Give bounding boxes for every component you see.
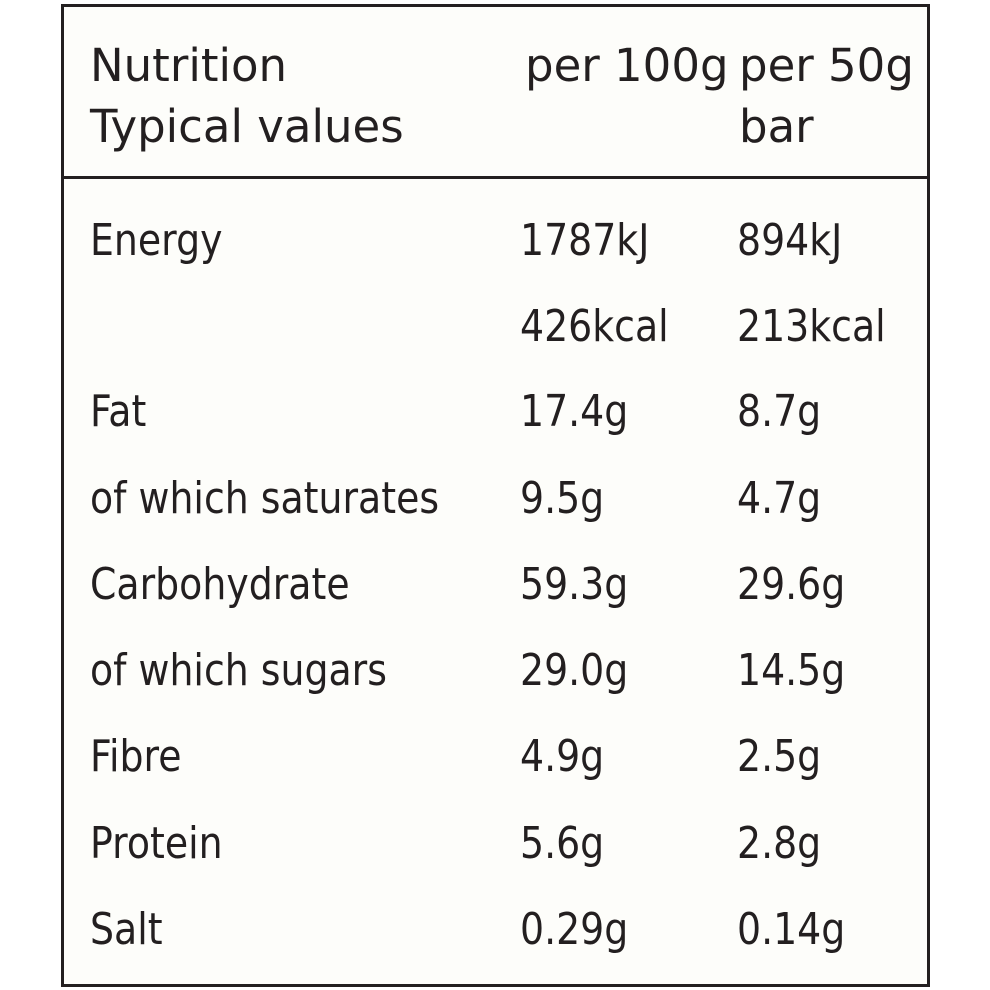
row-per50g: 213kcal — [737, 301, 886, 352]
row-per50g: 8.7g — [737, 386, 822, 437]
row-per50g: 2.5g — [737, 731, 822, 782]
row-label: Energy — [90, 215, 223, 266]
header-title-line2: Typical values — [90, 100, 404, 153]
row-per100g: 1787kJ — [520, 215, 650, 266]
row-per50g: 894kJ — [737, 215, 843, 266]
row-per100g: 4.9g — [520, 731, 605, 782]
row-label: Protein — [90, 818, 223, 869]
row-per100g: 17.4g — [520, 386, 629, 437]
row-per100g: 426kcal — [520, 301, 669, 352]
header-col-per100g: per 100g — [525, 39, 729, 92]
row-label: Salt — [90, 904, 163, 955]
row-per50g: 2.8g — [737, 818, 822, 869]
row-per100g: 5.6g — [520, 818, 605, 869]
row-label: Carbohydrate — [90, 559, 350, 610]
row-per100g: 29.0g — [520, 645, 629, 696]
row-label: of which saturates — [90, 473, 440, 524]
row-per100g: 59.3g — [520, 559, 629, 610]
header-title-line1: Nutrition — [90, 39, 288, 92]
header-col-per50g-line2: bar — [739, 100, 814, 153]
row-per50g: 0.14g — [737, 904, 846, 955]
row-per50g: 14.5g — [737, 645, 846, 696]
row-label: of which sugars — [90, 645, 387, 696]
row-per100g: 9.5g — [520, 473, 605, 524]
table-header: Nutrition Typical values per 100g per 50… — [64, 7, 927, 179]
header-col-per50g-line1: per 50g — [739, 39, 914, 92]
row-per100g: 0.29g — [520, 904, 629, 955]
nutrition-table: Nutrition Typical values per 100g per 50… — [61, 4, 930, 987]
row-label: Fibre — [90, 731, 182, 782]
row-per50g: 29.6g — [737, 559, 846, 610]
row-label: Fat — [90, 386, 147, 437]
row-per50g: 4.7g — [737, 473, 822, 524]
